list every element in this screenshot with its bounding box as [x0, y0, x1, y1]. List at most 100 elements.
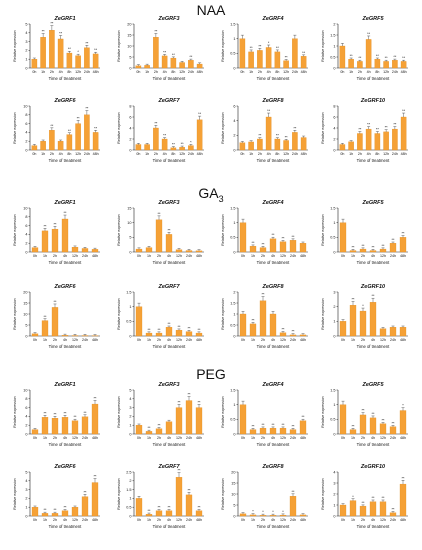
chart-panel-24: ZeGRF10 Relative expression 0 1 2 3 4 0h * 1h ** 2h… — [321, 464, 408, 529]
chart-panel-19: ZeGRF4 Relative expression 0 0.5 1 1.5 0h ** 1h *… — [221, 382, 308, 447]
chart-panel-13: ZeGRF6 Relative expression 0 5 10 15 20 0h ** 1h *… — [13, 284, 100, 349]
chart-title: ZeGRF1 — [53, 200, 75, 206]
bar-4h — [61, 335, 69, 337]
x-tick-label: 4h — [59, 70, 63, 74]
bar-24h — [81, 248, 89, 253]
y-tick-label: 0 — [129, 514, 131, 518]
bar-0h — [239, 142, 246, 151]
bar-24h — [185, 331, 193, 337]
y-axis-label: Relative expression — [13, 214, 17, 245]
bar-2h — [257, 50, 263, 69]
bar-1h — [41, 320, 49, 337]
bar-2h — [153, 127, 159, 151]
x-tick-label: 0h — [33, 518, 37, 522]
y-tick-label: 1 — [333, 44, 335, 48]
bar-12h — [75, 55, 81, 69]
x-tick-label: 0h — [241, 518, 245, 522]
x-tick-label: 4h — [267, 70, 271, 74]
y-tick-label: 10 — [127, 44, 131, 48]
y-tick-label: 0.5 — [126, 320, 131, 324]
y-axis-label: Relative expression — [221, 214, 225, 245]
y-tick-label: 0 — [129, 250, 131, 254]
y-tick-label: 10 — [231, 492, 235, 496]
x-tick-label: 1h — [43, 436, 47, 440]
significance-label: ** — [302, 51, 305, 55]
y-tick-label: 10 — [127, 221, 131, 225]
significance-label: ** — [362, 409, 365, 413]
x-tick-label: 24h — [292, 152, 298, 156]
bar-12h — [379, 423, 387, 435]
chart-panel-2: ZeGRF3 Relative expression 0 5 10 15 20 0h 1h ** 2… — [117, 16, 204, 81]
bar-12h — [179, 62, 185, 69]
significance-label: ** — [402, 232, 405, 236]
x-tick-label: 48h — [400, 338, 406, 342]
x-tick-label: 0h — [341, 338, 345, 342]
x-tick-label: 4h — [367, 152, 371, 156]
y-axis-label: Relative expression — [117, 214, 121, 245]
x-tick-label: 2h — [258, 70, 262, 74]
y-axis-label: Relative expression — [321, 30, 325, 61]
significance-label: ** — [94, 475, 97, 479]
chart-title: ZeGRF7 — [157, 98, 180, 104]
chart-title: ZeGRF4 — [261, 382, 283, 388]
significance-label: ** — [258, 134, 261, 138]
x-tick-label: 12h — [380, 254, 386, 258]
bar-2h — [155, 510, 163, 517]
y-tick-label: 0 — [129, 148, 131, 152]
x-tick-label: 0h — [340, 70, 344, 74]
section-title-naa: NAA — [196, 2, 226, 18]
y-tick-label: 2 — [333, 305, 335, 309]
bar-48h — [400, 116, 407, 151]
y-axis-label: Relative expression — [117, 396, 121, 427]
significance-label: ** — [267, 109, 270, 113]
y-tick-label: 5 — [233, 503, 235, 507]
x-tick-label: 24h — [290, 518, 296, 522]
x-tick-label: 4h — [271, 518, 275, 522]
bar-0h — [339, 321, 347, 337]
x-tick-label: 4h — [167, 254, 171, 258]
x-tick-label: 0h — [137, 254, 141, 258]
bar-8h — [170, 147, 177, 151]
bar-12h — [379, 248, 387, 253]
bar-2h — [259, 247, 267, 253]
bar-48h — [300, 56, 307, 69]
bar-4h — [269, 515, 277, 517]
y-tick-label: 0 — [25, 66, 27, 70]
significance-label: ** — [154, 30, 157, 34]
y-axis-label: Relative expression — [13, 298, 17, 329]
bar-1h — [145, 431, 153, 435]
x-tick-label: 12h — [283, 152, 289, 156]
significance-label: ** — [367, 32, 370, 36]
x-tick-label: 48h — [400, 518, 406, 522]
chart-title: ZeGRF8 — [261, 284, 284, 290]
x-tick-label: 24h — [290, 338, 296, 342]
significance-label: ** — [362, 501, 365, 505]
y-tick-label: 1 — [333, 403, 335, 407]
x-tick-label: 4h — [59, 152, 63, 156]
y-tick-label: 2 — [333, 492, 335, 496]
bar-12h — [71, 247, 79, 253]
bar-4h — [165, 510, 173, 517]
bar-24h — [188, 145, 194, 151]
x-tick-label: 1h — [145, 152, 149, 156]
x-tick-label: 0h — [241, 254, 245, 258]
significance-label: ** — [84, 411, 87, 415]
bar-1h — [349, 250, 357, 253]
y-tick-label: 0.5 — [330, 236, 335, 240]
bar-0h — [31, 247, 39, 253]
bar-1h — [144, 65, 150, 69]
y-tick-label: 1 — [129, 305, 131, 309]
significance-label: ** — [272, 233, 275, 237]
x-tick-label: 0h — [137, 436, 141, 440]
y-tick-label: 1 — [233, 312, 235, 316]
significance-label: ** — [292, 424, 295, 428]
y-tick-label: 1.5 — [230, 388, 235, 392]
significance-label: ** — [74, 415, 77, 419]
bar-24h — [389, 426, 397, 435]
x-tick-label: 1h — [351, 518, 355, 522]
bar-0h — [135, 65, 142, 69]
significance-label: ** — [285, 55, 288, 59]
y-tick-label: 4 — [25, 233, 27, 237]
bar-12h — [71, 420, 79, 435]
bar-0h — [339, 222, 347, 253]
